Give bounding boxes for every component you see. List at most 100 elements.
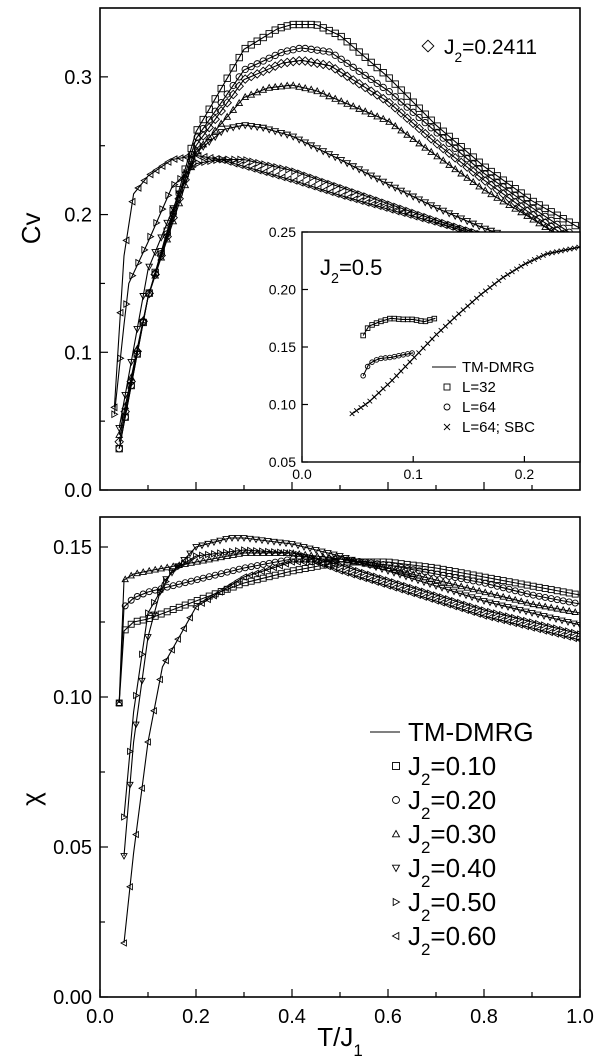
data-point (312, 547, 320, 554)
data-point (175, 563, 182, 572)
data-point (386, 205, 394, 214)
data-point (229, 124, 238, 132)
data-point (439, 577, 447, 585)
data-point (211, 126, 220, 134)
chi-legend-label: J2=0.60 (408, 921, 496, 959)
data-point (517, 615, 524, 623)
data-point (247, 546, 254, 555)
data-point (393, 202, 401, 211)
data-point (235, 549, 243, 557)
data-point (559, 605, 567, 613)
data-point (552, 616, 560, 623)
data-point (367, 75, 375, 84)
data-point (282, 540, 290, 548)
chi-x-axis-label: T/J1 (317, 1022, 363, 1057)
data-point (151, 565, 159, 573)
inset-legend-label: L=64 (462, 399, 496, 416)
data-point (384, 568, 392, 575)
data-point (403, 581, 410, 590)
data-point (217, 553, 225, 561)
data-point (241, 549, 249, 556)
data-point (343, 563, 350, 571)
data-point (442, 323, 449, 329)
data-point (439, 134, 447, 142)
data-point (426, 134, 436, 144)
data-point (407, 359, 413, 365)
data-point (199, 143, 208, 151)
data-point (312, 558, 319, 566)
data-point (259, 85, 268, 93)
data-point (380, 204, 388, 212)
data-point (205, 550, 212, 559)
data-point (367, 172, 376, 180)
data-point (429, 214, 437, 223)
data-point (211, 554, 219, 562)
data-point (391, 565, 399, 573)
data-point (511, 204, 520, 212)
data-point (389, 377, 395, 383)
data-point (528, 624, 535, 632)
data-point (313, 145, 322, 153)
data-point (451, 212, 460, 221)
data-point (150, 706, 157, 715)
data-point (468, 166, 478, 177)
data-point (349, 557, 357, 565)
data-point (144, 288, 154, 299)
data-point (491, 281, 497, 287)
data-point (462, 162, 472, 172)
data-point (431, 315, 438, 322)
data-point (475, 182, 484, 190)
data-point (355, 166, 364, 174)
data-point (355, 48, 363, 56)
data-point (198, 131, 208, 141)
data-point (211, 133, 220, 142)
data-point (163, 219, 172, 227)
data-point (571, 245, 578, 251)
data-point (438, 585, 446, 592)
data-point (474, 171, 484, 182)
data-point (373, 572, 380, 581)
data-point (361, 107, 370, 115)
data-point (240, 535, 248, 542)
data-point (474, 610, 481, 618)
data-point (493, 172, 501, 180)
data-point (291, 167, 299, 176)
data-point (487, 189, 496, 198)
data-point (510, 605, 518, 613)
data-point (157, 234, 166, 242)
data-point (319, 89, 328, 97)
data-point (343, 160, 352, 168)
data-point (139, 293, 148, 301)
data-point (297, 169, 305, 178)
data-point (366, 576, 373, 585)
data-point (392, 207, 400, 216)
data-point (463, 583, 471, 591)
data-point (294, 542, 302, 550)
data-point (228, 580, 235, 589)
data-point (271, 548, 278, 556)
data-point (176, 154, 184, 163)
data-point (133, 344, 142, 352)
data-point (390, 570, 398, 577)
data-point (111, 410, 119, 419)
data-point (373, 63, 381, 72)
chi-series-group (115, 535, 580, 947)
cv-y-tick-label: 0.0 (64, 480, 92, 502)
data-point (409, 570, 417, 578)
inset-frame (301, 231, 581, 463)
data-point (270, 538, 278, 546)
data-point (325, 151, 334, 159)
data-point (342, 555, 350, 562)
data-point (325, 553, 333, 561)
inset-y-tick-label: 0.15 (269, 339, 296, 355)
data-point (223, 125, 232, 133)
chi-y-tick-label: 0.10 (53, 687, 92, 709)
inset-legend-label: L=64; SBC (462, 419, 535, 436)
data-point (241, 546, 248, 554)
data-point (261, 160, 269, 169)
data-point (399, 204, 407, 213)
data-point (156, 589, 164, 596)
data-point (558, 631, 565, 640)
inset-y-tick-label: 0.20 (269, 282, 296, 298)
data-point (121, 575, 129, 583)
